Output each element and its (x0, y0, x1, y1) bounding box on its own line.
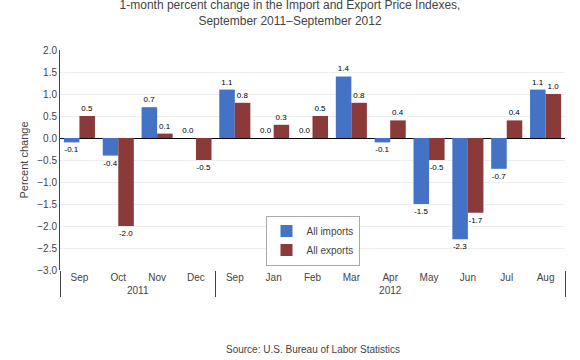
svg-text:Oct: Oct (110, 272, 126, 283)
svg-text:May: May (420, 272, 439, 283)
svg-text:0.3: 0.3 (276, 113, 288, 122)
svg-text:1.1: 1.1 (532, 78, 544, 87)
svg-text:Sep: Sep (226, 272, 244, 283)
svg-text:0.0: 0.0 (43, 133, 57, 144)
svg-text:-0.7: -0.7 (492, 172, 506, 181)
svg-text:0.7: 0.7 (144, 95, 156, 104)
svg-text:-2.3: -2.3 (453, 242, 467, 251)
svg-text:-0.1: -0.1 (375, 145, 389, 154)
svg-text:−1.0: −1.0 (37, 177, 57, 188)
svg-text:0.8: 0.8 (237, 91, 249, 100)
svg-text:−2.0: −2.0 (37, 221, 57, 232)
svg-text:-0.1: -0.1 (64, 145, 78, 154)
svg-text:Mar: Mar (343, 272, 361, 283)
svg-text:Source: U.S. Bureau of Labor S: Source: U.S. Bureau of Labor Statistics (226, 344, 400, 355)
svg-text:Apr: Apr (382, 272, 398, 283)
svg-text:0.4: 0.4 (392, 108, 404, 117)
svg-text:0.0: 0.0 (260, 126, 272, 135)
svg-text:1.5: 1.5 (43, 67, 57, 78)
svg-text:1.0: 1.0 (43, 89, 57, 100)
svg-text:-1.7: -1.7 (468, 216, 482, 225)
svg-text:Nov: Nov (148, 272, 166, 283)
svg-text:2.0: 2.0 (43, 45, 57, 56)
svg-text:-0.5: -0.5 (430, 163, 444, 172)
svg-text:2011: 2011 (127, 285, 149, 296)
svg-text:−0.5: −0.5 (37, 155, 57, 166)
svg-text:0.1: 0.1 (159, 122, 171, 131)
svg-text:-2.0: -2.0 (119, 229, 133, 238)
svg-text:−1.5: −1.5 (37, 199, 57, 210)
svg-text:Dec: Dec (187, 272, 205, 283)
svg-text:All imports: All imports (307, 226, 354, 237)
svg-text:1-month percent change in the: 1-month percent change in the Import and… (120, 0, 461, 28)
svg-text:-0.5: -0.5 (197, 163, 211, 172)
svg-text:-0.4: -0.4 (103, 159, 117, 168)
svg-text:Aug: Aug (537, 272, 555, 283)
svg-text:Jul: Jul (500, 272, 513, 283)
svg-text:-1.5: -1.5 (414, 207, 428, 216)
svg-text:0.8: 0.8 (353, 91, 365, 100)
svg-text:−2.5: −2.5 (37, 243, 57, 254)
svg-text:0.0: 0.0 (299, 126, 311, 135)
svg-text:All exports: All exports (307, 245, 354, 256)
svg-text:0.4: 0.4 (509, 108, 521, 117)
svg-text:0.5: 0.5 (43, 111, 57, 122)
svg-text:1.0: 1.0 (548, 82, 560, 91)
svg-text:1.1: 1.1 (221, 78, 233, 87)
svg-text:2012: 2012 (379, 285, 402, 296)
svg-text:Jan: Jan (266, 272, 282, 283)
svg-text:Feb: Feb (304, 272, 322, 283)
svg-text:0.5: 0.5 (81, 104, 93, 113)
svg-text:Sep: Sep (71, 272, 89, 283)
svg-text:−3.0: −3.0 (37, 265, 57, 276)
svg-text:0.5: 0.5 (314, 104, 326, 113)
svg-text:Jun: Jun (460, 272, 476, 283)
svg-text:1.4: 1.4 (338, 64, 350, 73)
svg-text:0.0: 0.0 (182, 126, 194, 135)
svg-text:Percent change: Percent change (18, 121, 30, 198)
